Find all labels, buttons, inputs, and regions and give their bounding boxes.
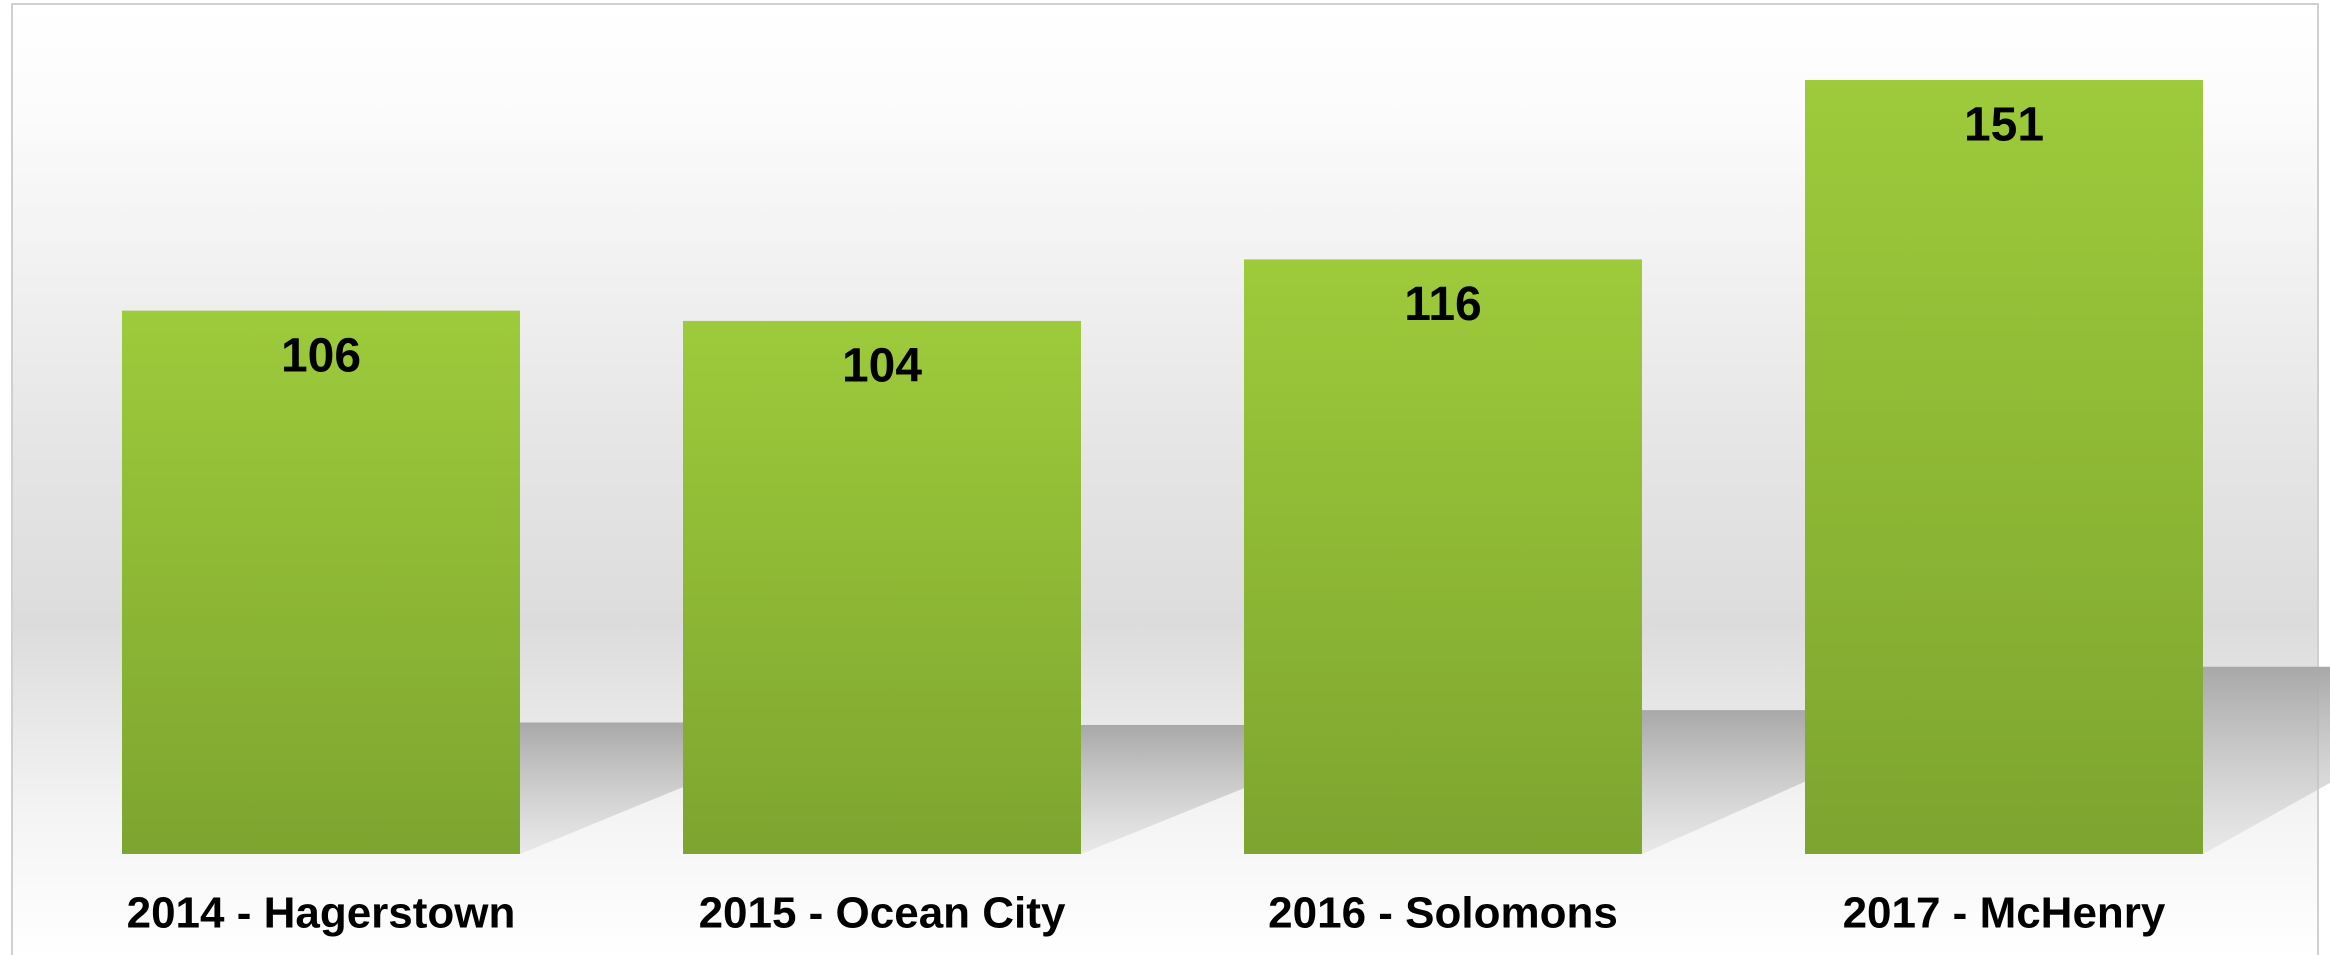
value-label: 106 (281, 329, 361, 382)
x-tick-label: 2014 - Hagerstown (127, 889, 516, 938)
value-label: 116 (1404, 278, 1481, 331)
bar-shadow (1642, 710, 1812, 854)
bar-shadow (520, 722, 690, 854)
bar (683, 320, 1081, 854)
shadows (520, 666, 2330, 854)
x-tick-label: 2017 - McHenry (1843, 889, 2166, 938)
value-label: 104 (842, 340, 922, 393)
bar (122, 310, 520, 855)
x-tick-label: 2015 - Ocean City (699, 889, 1066, 938)
bar (1244, 259, 1642, 855)
bars: 106 2014 - Hagerstown 104 2015 - Ocean City… (122, 80, 2203, 938)
bar-shadow (1081, 724, 1251, 854)
value-label: 151 (1964, 99, 2044, 152)
x-tick-label: 2016 - Solomons (1268, 889, 1618, 938)
bar-shadow (2203, 666, 2330, 854)
bar (1805, 80, 2203, 854)
